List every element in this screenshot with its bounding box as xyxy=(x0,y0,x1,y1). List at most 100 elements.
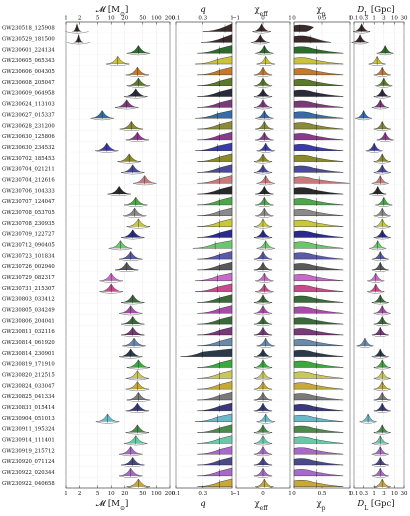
violin-q xyxy=(197,131,233,141)
tick-label-q: 1 xyxy=(230,491,234,497)
chi-eff-title-bottom: χeff xyxy=(255,499,269,512)
row-label: GW230803_033412 xyxy=(2,297,55,303)
tick-label-dl: 30 xyxy=(401,491,408,497)
row-label: GW230708_053705 xyxy=(2,210,55,216)
violin-cp xyxy=(293,89,344,97)
row-label: GW230825_041334 xyxy=(2,394,55,400)
row-label: GW230806_204041 xyxy=(2,318,55,324)
row-label: GW230529_181500 xyxy=(2,37,55,43)
violin-cp xyxy=(293,425,344,433)
violin-cp xyxy=(293,469,344,477)
violin-cp xyxy=(293,230,344,238)
tick-label-ce: 0 xyxy=(261,16,265,22)
row-label: GW230723_101834 xyxy=(2,253,55,259)
violin-cp xyxy=(293,187,344,195)
row-label: GW230729_082317 xyxy=(2,275,55,281)
row-label: GW230814_230901 xyxy=(2,351,55,357)
violin-q xyxy=(180,348,233,357)
violin-cp xyxy=(293,328,344,336)
row-label: GW230726_002940 xyxy=(2,264,55,270)
row-label: GW230606_004305 xyxy=(2,69,55,75)
q-title: q xyxy=(200,5,206,15)
tick-label-cp: 0 xyxy=(292,16,296,22)
tick-label-dl: 3 xyxy=(382,491,386,497)
row-label: GW230709_122727 xyxy=(2,232,55,238)
violin-cp xyxy=(293,154,344,162)
chi-eff-title: χeff xyxy=(255,5,269,18)
violin-q xyxy=(197,121,233,130)
violin-cp xyxy=(293,382,344,390)
violin-cp xyxy=(293,241,344,249)
tick-label-ce: −1 xyxy=(232,491,240,497)
tick-label-mc: 200 xyxy=(165,491,176,497)
tick-label-q: 1 xyxy=(230,16,234,22)
tick-label-dl: 0.3 xyxy=(359,491,368,497)
row-label: GW230704_212616 xyxy=(2,177,55,183)
violin-q xyxy=(197,424,233,433)
tick-label-mc: 50 xyxy=(139,491,146,497)
q-title-bottom: q xyxy=(200,499,206,509)
mc-title-bottom: 𝓜 [M⊙] xyxy=(96,499,129,512)
row-label: GW230824_033047 xyxy=(2,383,55,389)
violin-cp xyxy=(293,393,344,401)
violin-cp xyxy=(293,79,344,86)
violin-q xyxy=(197,456,233,466)
violin-q xyxy=(197,467,233,477)
tick-label-dl: 0.1 xyxy=(350,16,359,22)
violin-cp xyxy=(293,447,344,455)
tick-label-cp: 0.5 xyxy=(318,16,327,22)
violin-cp xyxy=(293,122,344,130)
violin-q xyxy=(197,88,233,97)
violin-q xyxy=(197,326,233,336)
tick-label-mc: 10 xyxy=(108,491,115,497)
violin-cp xyxy=(293,360,344,368)
violin-cp xyxy=(293,100,344,108)
row-label: GW230922_040658 xyxy=(2,481,55,487)
row-label: GW230811_032116 xyxy=(2,329,55,335)
violin-q xyxy=(197,359,233,368)
violin-cp xyxy=(293,252,344,260)
tick-label-dl: 3 xyxy=(382,16,386,22)
violin-cp xyxy=(293,414,344,422)
violin-q xyxy=(197,446,233,455)
violin-q xyxy=(202,23,233,32)
violin-cp xyxy=(293,57,344,65)
row-label: GW230702_185453 xyxy=(2,156,55,162)
violin-q xyxy=(197,478,233,487)
row-label: GW230731_215307 xyxy=(2,286,55,292)
dl-title-bottom: DL [Gpc] xyxy=(356,499,394,512)
row-label: GW230920_071124 xyxy=(2,459,55,465)
violin-q xyxy=(197,175,233,184)
violin-cp xyxy=(293,35,331,43)
violin-q xyxy=(197,196,233,206)
tick-label-dl: 1 xyxy=(372,16,376,22)
tick-label-q: 0.3 xyxy=(198,491,207,497)
tick-label-mc: 100 xyxy=(151,491,162,497)
tick-label-mc: 20 xyxy=(121,16,128,22)
tick-label-q: 0.3 xyxy=(198,16,207,22)
violin-q xyxy=(197,261,233,271)
violin-cp xyxy=(293,46,344,54)
violin-cp xyxy=(293,219,344,227)
tick-label-cp: 1 xyxy=(348,16,352,22)
violin-q xyxy=(197,66,233,76)
violin-q xyxy=(195,110,233,119)
tick-label-mc: 200 xyxy=(165,16,176,22)
row-label: GW230630_234532 xyxy=(2,145,55,151)
violin-q xyxy=(197,251,233,260)
mc-title: 𝓜 [M⊙] xyxy=(96,5,129,18)
tick-label-mc: 1 xyxy=(64,16,68,22)
tick-label-ce: 0 xyxy=(261,491,265,497)
tick-label-ce: −1 xyxy=(232,16,240,22)
row-label: GW230630_125806 xyxy=(2,134,55,140)
violin-q xyxy=(195,272,233,281)
violin-cp xyxy=(293,111,344,119)
violin-q xyxy=(197,381,233,390)
violin-q xyxy=(197,207,233,216)
tick-label-mc: 100 xyxy=(151,16,162,22)
violin-cp xyxy=(293,198,344,206)
tick-label-mc: 2 xyxy=(78,491,82,497)
violin-q xyxy=(201,34,233,43)
violin-cp xyxy=(293,165,344,173)
